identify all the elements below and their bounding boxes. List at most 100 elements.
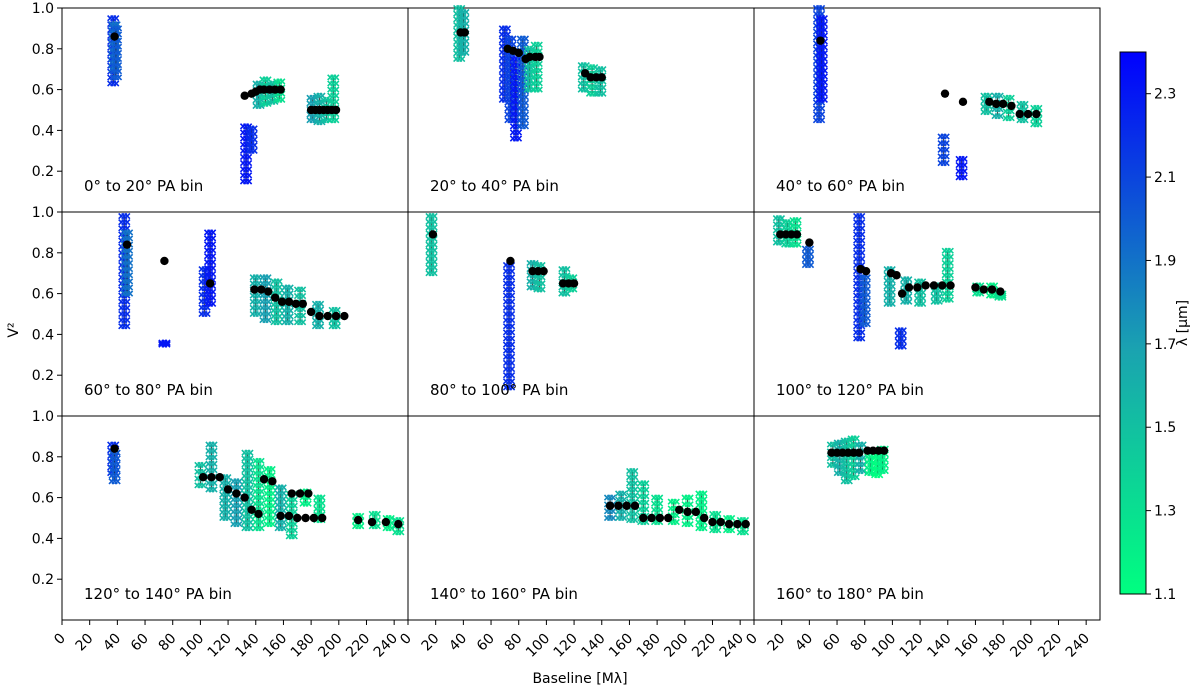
- model-point: [913, 283, 922, 292]
- x-tick-label: 120: [551, 631, 581, 661]
- y-tick-label: 0.6: [32, 83, 54, 99]
- data-point: [247, 461, 254, 468]
- data-point: [431, 252, 438, 260]
- data-point: [807, 261, 815, 269]
- x-tick-label: 180: [634, 631, 664, 661]
- y-tick-label: 0.4: [32, 531, 54, 547]
- data-point: [115, 68, 123, 75]
- data-point: [673, 518, 680, 526]
- data-point: [247, 519, 254, 526]
- data-point: [906, 298, 913, 305]
- data-point: [515, 129, 523, 136]
- data-point: [936, 298, 943, 305]
- panel-label: 140° to 160° PA bin: [430, 585, 578, 603]
- data-point: [115, 49, 123, 57]
- panel-7: 120° to 140° PA bin 0.2 0.4 0.6 0.8 1.0 0 20 40 6…: [32, 409, 409, 661]
- model-series: [428, 230, 579, 288]
- x-axis-title: Baseline [Mλ]: [532, 671, 627, 687]
- data-point: [859, 255, 866, 263]
- x-tick-label: 100: [523, 631, 553, 661]
- data-point: [522, 117, 530, 124]
- model-point: [929, 281, 939, 290]
- model-point: [1023, 109, 1033, 119]
- x-tick-label: 240: [1063, 631, 1093, 661]
- model-point: [247, 505, 256, 515]
- x-tick-label: 220: [343, 631, 373, 661]
- data-point: [864, 303, 871, 310]
- data-point: [247, 490, 254, 497]
- data-point: [882, 456, 889, 464]
- data-point: [882, 467, 889, 475]
- data-point: [225, 479, 232, 487]
- model-point: [946, 281, 955, 290]
- data-point: [374, 522, 381, 530]
- data-point: [126, 235, 134, 242]
- data-point: [1022, 117, 1029, 124]
- colorbar-ticks: 1.1 1.3 1.5 1.7 1.9 2.1 2.3: [1146, 87, 1176, 603]
- data-point: [821, 84, 828, 92]
- data-point: [276, 278, 283, 285]
- model-series: [816, 36, 1041, 119]
- data-point: [333, 74, 340, 81]
- data-point: [114, 460, 121, 468]
- data-point: [900, 338, 907, 345]
- data-point: [821, 55, 828, 63]
- model-point: [323, 311, 332, 321]
- data-point: [211, 467, 218, 474]
- data-point: [236, 514, 243, 522]
- data-point: [906, 292, 913, 300]
- data-point: [463, 43, 470, 51]
- x-tick-label: 180: [288, 631, 318, 661]
- model-point: [298, 299, 308, 308]
- data-point: [701, 490, 708, 497]
- data-point: [299, 318, 307, 326]
- model-point: [655, 513, 665, 523]
- model-point: [539, 266, 548, 276]
- data-point: [900, 343, 907, 350]
- model-point: [992, 99, 1001, 109]
- data-point: [656, 506, 664, 514]
- data-point: [1008, 114, 1015, 122]
- data-point: [258, 518, 265, 526]
- data-point: [947, 253, 954, 261]
- model-point: [724, 519, 734, 529]
- data-point: [280, 495, 287, 503]
- data-point: [919, 295, 927, 302]
- model-point: [250, 285, 259, 294]
- data-point: [943, 159, 950, 167]
- data-point: [508, 286, 516, 293]
- data-point: [211, 454, 218, 461]
- data-point: [600, 84, 607, 91]
- colorbar-tick-label: 1.1: [1154, 587, 1176, 603]
- data-point: [728, 514, 736, 522]
- model-point: [614, 501, 623, 510]
- data-point: [126, 259, 134, 267]
- colorbar-tick-label: 2.1: [1154, 170, 1176, 186]
- data-point: [258, 488, 265, 495]
- data-point: [508, 267, 516, 275]
- colorbar-tick-label: 1.9: [1154, 253, 1176, 269]
- data-point: [265, 274, 272, 281]
- data-point: [889, 277, 896, 284]
- data-point: [236, 520, 243, 528]
- model-point: [304, 489, 313, 498]
- x-tick-label: 200: [315, 631, 345, 661]
- data-point: [431, 270, 438, 277]
- x-tick-label: 40: [792, 631, 816, 655]
- data-point: [889, 283, 896, 290]
- data-point: [276, 284, 283, 291]
- data-point: [114, 478, 121, 485]
- data-point: [126, 247, 134, 254]
- model-point: [306, 307, 316, 317]
- data-point: [510, 41, 517, 48]
- data-point: [508, 359, 516, 367]
- x-tick-label: 120: [205, 631, 235, 661]
- data-point: [643, 486, 650, 493]
- model-point: [367, 517, 377, 527]
- data-point: [986, 92, 993, 99]
- y-tick-label: 0.8: [32, 246, 54, 262]
- data-point: [864, 291, 871, 299]
- data-point: [522, 111, 530, 118]
- model-point: [647, 513, 656, 523]
- data-point: [536, 41, 543, 48]
